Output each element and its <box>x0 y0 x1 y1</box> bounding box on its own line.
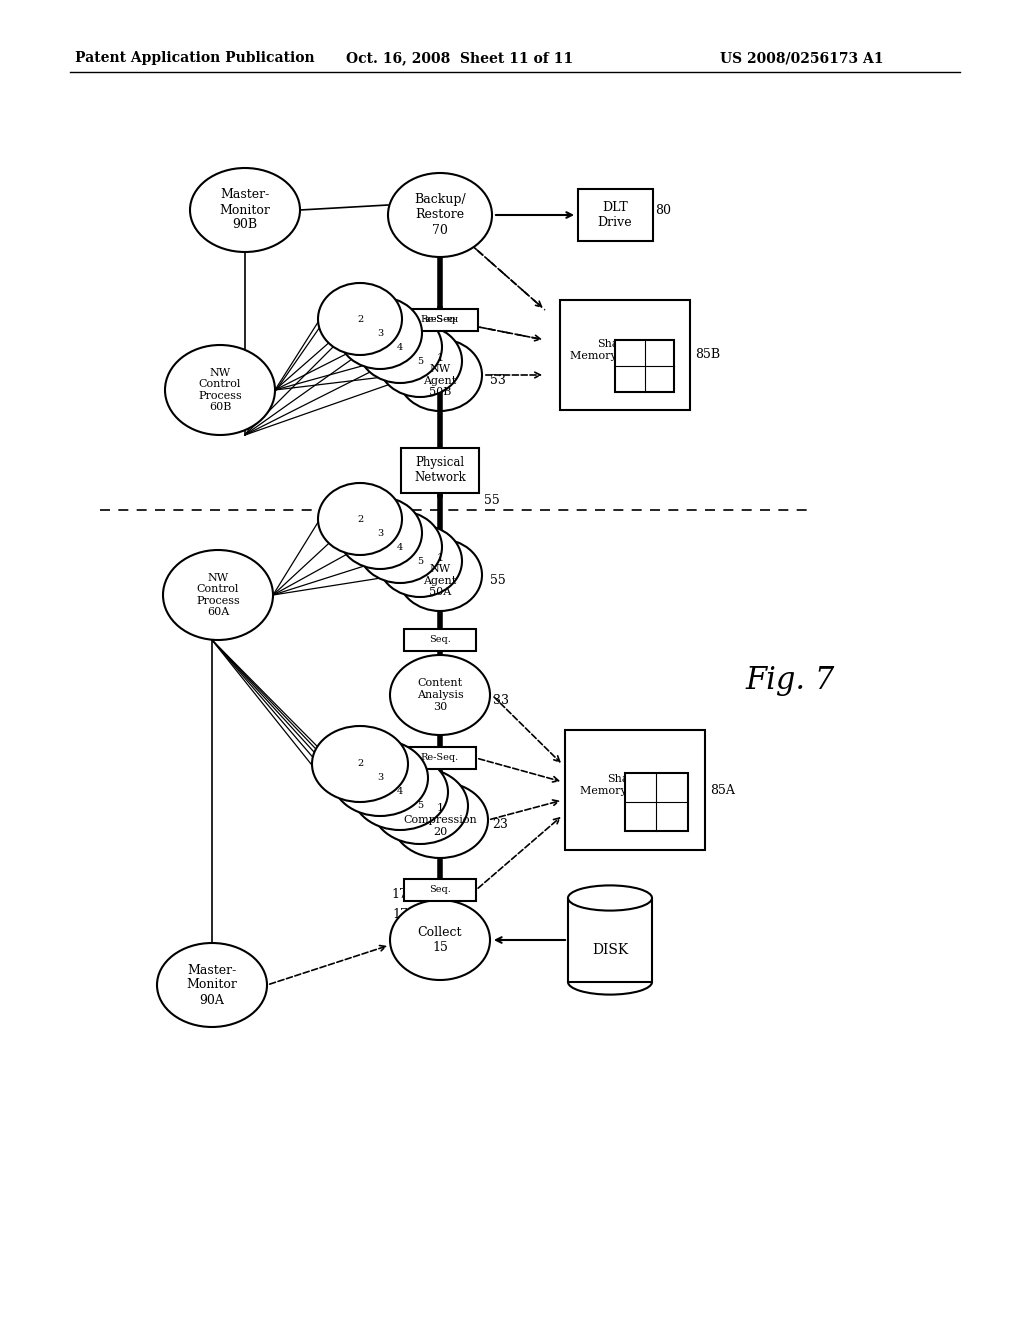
Text: 55: 55 <box>490 573 506 586</box>
Ellipse shape <box>378 525 462 597</box>
Text: Re-Seq.: Re-Seq. <box>421 754 459 763</box>
Text: DLT
Drive: DLT Drive <box>598 201 632 228</box>
Text: 33: 33 <box>493 693 509 706</box>
Bar <box>404 747 476 770</box>
Text: 5: 5 <box>417 356 423 366</box>
Text: Patent Application Publication: Patent Application Publication <box>75 51 314 65</box>
Text: Physical
Network: Physical Network <box>414 455 466 484</box>
Text: 17: 17 <box>392 908 408 921</box>
Ellipse shape <box>165 345 275 436</box>
Bar <box>404 630 476 651</box>
Ellipse shape <box>157 942 267 1027</box>
Ellipse shape <box>332 741 428 816</box>
Ellipse shape <box>318 282 402 355</box>
Ellipse shape <box>312 726 408 803</box>
Ellipse shape <box>163 550 273 640</box>
Text: Master-
Monitor
90B: Master- Monitor 90B <box>219 189 270 231</box>
Text: Backup/
Restore
70: Backup/ Restore 70 <box>414 194 466 236</box>
Text: Re-Seq.: Re-Seq. <box>421 315 459 325</box>
Text: 85B: 85B <box>695 348 720 362</box>
Bar <box>568 898 652 982</box>
Ellipse shape <box>358 312 442 383</box>
Bar <box>401 447 479 492</box>
Text: 2: 2 <box>357 515 364 524</box>
Bar <box>402 309 477 331</box>
Ellipse shape <box>390 655 490 735</box>
Ellipse shape <box>392 781 488 858</box>
Bar <box>560 300 690 411</box>
Text: Collect
15: Collect 15 <box>418 927 462 954</box>
Ellipse shape <box>338 498 422 569</box>
Text: 53: 53 <box>490 374 506 387</box>
Text: 3: 3 <box>377 774 383 783</box>
Text: Seq.: Seq. <box>429 886 451 895</box>
Bar <box>578 189 652 242</box>
Text: NW
Control
Process
60B: NW Control Process 60B <box>198 367 242 412</box>
Text: 3: 3 <box>377 528 383 537</box>
Text: Seq.: Seq. <box>429 635 451 644</box>
Text: 1
NW
Agent
50B: 1 NW Agent 50B <box>423 352 457 397</box>
Text: Shared
Memory  Buffers: Shared Memory Buffers <box>580 775 675 796</box>
Ellipse shape <box>388 173 492 257</box>
Ellipse shape <box>568 886 652 911</box>
Text: 17: 17 <box>391 888 407 902</box>
Text: 1
NW
Agent
50A: 1 NW Agent 50A <box>423 553 457 598</box>
Text: 4: 4 <box>397 342 403 351</box>
Bar <box>615 339 674 392</box>
Ellipse shape <box>390 900 490 979</box>
Text: Fig. 7: Fig. 7 <box>745 664 835 696</box>
Ellipse shape <box>398 339 482 411</box>
Text: ·ʙɐS-ɐᴚ: ·ʙɐS-ɐᴚ <box>422 315 458 325</box>
Ellipse shape <box>358 511 442 583</box>
Text: 3: 3 <box>377 329 383 338</box>
Text: Shared
Memory  Buffers: Shared Memory Buffers <box>569 339 665 360</box>
Text: 2: 2 <box>357 759 364 768</box>
Text: Oct. 16, 2008  Sheet 11 of 11: Oct. 16, 2008 Sheet 11 of 11 <box>346 51 573 65</box>
Bar <box>404 879 476 902</box>
Bar <box>565 730 705 850</box>
Text: 23: 23 <box>492 818 508 832</box>
Text: Master-
Monitor
90A: Master- Monitor 90A <box>186 964 238 1006</box>
Text: Content
Analysis
30: Content Analysis 30 <box>417 678 464 711</box>
Ellipse shape <box>372 768 468 843</box>
Ellipse shape <box>190 168 300 252</box>
Text: 5: 5 <box>417 801 423 810</box>
Text: NW
Control
Process
60A: NW Control Process 60A <box>197 573 240 618</box>
Ellipse shape <box>338 297 422 370</box>
Ellipse shape <box>398 539 482 611</box>
Text: DISK: DISK <box>592 942 628 957</box>
Text: US 2008/0256173 A1: US 2008/0256173 A1 <box>720 51 884 65</box>
Ellipse shape <box>352 754 449 830</box>
Text: 5: 5 <box>417 557 423 565</box>
Ellipse shape <box>378 325 462 397</box>
Bar <box>625 774 687 830</box>
Text: 55: 55 <box>484 494 500 507</box>
Ellipse shape <box>318 483 402 554</box>
Text: 2: 2 <box>357 314 364 323</box>
Text: 80: 80 <box>655 203 671 216</box>
Text: 4: 4 <box>397 788 403 796</box>
Text: 1
Compression
20: 1 Compression 20 <box>403 804 477 837</box>
Text: 4: 4 <box>397 543 403 552</box>
Text: 85A: 85A <box>710 784 735 796</box>
